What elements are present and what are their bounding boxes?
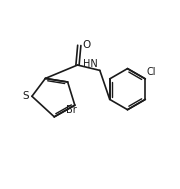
Text: Br: Br	[66, 105, 77, 115]
Text: O: O	[82, 40, 91, 50]
Text: S: S	[23, 91, 29, 101]
Text: HN: HN	[83, 59, 98, 69]
Text: Cl: Cl	[147, 67, 156, 77]
